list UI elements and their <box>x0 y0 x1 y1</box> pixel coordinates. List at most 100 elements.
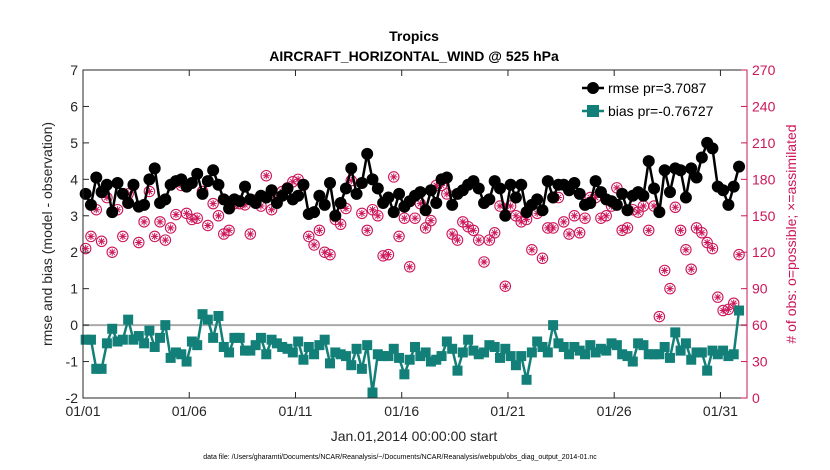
bias-point <box>702 365 713 376</box>
obs-possible-circle <box>388 171 400 183</box>
rmse-point <box>308 206 321 219</box>
obs-assimilated-marker <box>268 206 275 213</box>
obs-assimilated-marker <box>481 258 488 265</box>
bias-point <box>213 311 224 321</box>
bias-point <box>282 343 293 354</box>
obs-assimilated-marker <box>369 206 376 213</box>
bias-point <box>457 347 468 358</box>
obs-possible-circle <box>138 216 150 228</box>
rmse-point <box>717 184 730 197</box>
rmse-point <box>440 171 453 184</box>
rmse-point <box>334 197 347 210</box>
rmse-point <box>239 180 252 193</box>
y2-tick-label: 0 <box>752 390 760 406</box>
rmse-point <box>573 187 586 200</box>
rmse-point <box>90 171 103 184</box>
bias-point <box>112 336 123 347</box>
plot-area <box>79 70 747 398</box>
rmse-point <box>446 198 459 211</box>
obs-assimilated-marker <box>427 217 434 224</box>
bias-point <box>96 363 107 374</box>
bias-point <box>521 374 532 385</box>
bias-point <box>627 356 638 367</box>
obs-assimilated-marker <box>98 238 105 245</box>
bias-point <box>553 338 564 349</box>
bias-point <box>149 341 160 352</box>
bias-point <box>718 345 729 356</box>
x-tick-label: 01/11 <box>278 403 312 419</box>
bias-point <box>340 351 351 362</box>
legend-bias-label: bias pr=-0.76727 <box>608 103 714 119</box>
rmse-point <box>106 206 119 219</box>
obs-assimilated-marker <box>321 249 328 256</box>
rmse-point <box>207 164 220 177</box>
bias-point <box>516 351 527 362</box>
rmse-point <box>493 182 506 195</box>
y2-tick-label: 90 <box>752 281 768 297</box>
obs-assimilated-marker <box>619 227 626 234</box>
rmse-point <box>143 173 156 186</box>
bias-point <box>404 354 415 365</box>
y2-tick-label: 150 <box>752 208 776 224</box>
rmse-point <box>350 187 363 200</box>
obs-possible-circle <box>727 297 740 309</box>
bias-point <box>181 356 192 367</box>
rmse-point <box>430 197 443 210</box>
bias-point <box>532 336 543 347</box>
rmse-point <box>196 187 209 200</box>
obs-assimilated-marker <box>682 246 689 253</box>
y-tick-label: -2 <box>66 390 79 406</box>
obs-possible-circle <box>696 227 708 239</box>
rmse-point <box>658 164 671 177</box>
rmse-point <box>116 187 129 200</box>
rmse-point <box>223 202 236 215</box>
obs-possible-circle <box>642 224 655 237</box>
chart-subtitle: AIRCRAFT_HORIZONTAL_WIND @ 525 hPa <box>269 48 559 64</box>
bias-point <box>712 349 723 360</box>
rmse-point <box>387 206 400 219</box>
obs-possible-circle <box>372 210 384 222</box>
rmse-point <box>148 162 161 175</box>
bias-point <box>91 363 102 374</box>
bias-point <box>569 341 580 352</box>
obs-assimilated-marker <box>374 212 381 219</box>
rmse-point <box>568 176 581 189</box>
obs-assimilated-marker <box>667 285 673 292</box>
obs-assimilated-marker <box>491 229 498 236</box>
obs-assimilated-marker <box>486 237 493 244</box>
obs-possible-circle <box>393 230 405 243</box>
obs-possible-circle <box>202 219 214 232</box>
obs-assimilated-marker <box>645 227 652 234</box>
obs-possible-circle <box>526 244 538 256</box>
obs-assimilated-marker <box>247 231 254 237</box>
bias-point <box>558 341 569 352</box>
bias-point <box>473 349 484 360</box>
rmse-point <box>313 189 326 202</box>
bias-point <box>123 314 134 325</box>
obs-assimilated-marker <box>730 300 737 307</box>
obs-assimilated-marker <box>88 233 94 240</box>
obs-possible-circle <box>95 235 108 248</box>
obs-assimilated-marker <box>263 172 270 179</box>
obs-assimilated-marker <box>454 237 461 244</box>
obs-assimilated-marker <box>688 266 695 273</box>
rmse-point <box>663 186 676 199</box>
rmse-point <box>419 204 432 217</box>
rmse-point <box>217 193 230 206</box>
rmse-point <box>733 160 746 173</box>
y-axis-label: rmse and bias (model - observation) <box>39 122 55 346</box>
bias-point <box>489 341 500 352</box>
rmse-point <box>679 191 692 204</box>
rmse-point <box>233 195 246 208</box>
obs-possible-circle <box>653 310 666 323</box>
x-tick-label: 01/26 <box>597 403 632 419</box>
obs-assimilated-marker <box>560 218 567 225</box>
bias-point <box>696 347 707 358</box>
rmse-point <box>79 187 92 200</box>
bias-point <box>197 309 208 320</box>
bias-point <box>128 334 139 345</box>
rmse-point <box>616 187 629 200</box>
legend-box <box>575 76 740 122</box>
rmse-point <box>674 164 687 177</box>
bias-point <box>447 343 458 354</box>
